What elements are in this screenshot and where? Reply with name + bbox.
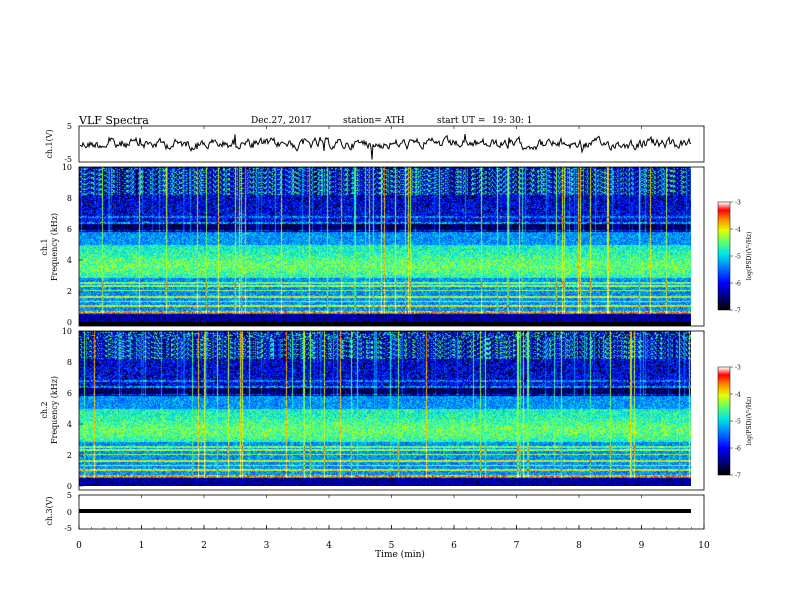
ch1-spec-ylabel: Frequency (kHz) [50, 213, 59, 281]
ch1-colorbar: -3 -4 -5 -6 -7 log(PSD)(V²/Hz) [717, 200, 753, 315]
colorbar-tick-label: -5 [735, 254, 741, 261]
colorbar-tick-label: -3 [735, 200, 741, 207]
ch2-spec-ylabel-top: ch.2 [40, 401, 49, 418]
time-tick-label: 10 [698, 541, 710, 551]
ch3-ylabel: ch.3(V) [45, 496, 54, 525]
ch1-waveform-panel: 5 -5 ch.1(V) [45, 122, 705, 164]
date-label: Dec.27, 2017 [251, 116, 312, 126]
frequency-tick-label: 8 [67, 194, 72, 203]
ch3-waveform-trace [79, 509, 691, 513]
start-ut-value: 19: 30: 1 [492, 116, 532, 126]
colorbar-tick-label: -7 [735, 473, 741, 480]
ch3-waveform-panel: 5 0 -5 ch.3(V) [45, 491, 705, 533]
colorbar-tick-label: -4 [735, 392, 741, 399]
time-tick-label: 0 [76, 541, 82, 551]
time-tick-label: 1 [139, 541, 145, 551]
frequency-tick-label: 10 [62, 163, 72, 172]
frequency-tick-label: 2 [67, 287, 72, 296]
ch3-ytick-mid: 0 [67, 508, 72, 517]
time-tick-label: 9 [639, 541, 645, 551]
ch1-ytick-top: 5 [67, 122, 72, 131]
time-tick-label: 8 [576, 541, 582, 551]
time-axis-label: Time (min) [375, 549, 425, 560]
ch1-waveform-trace [79, 134, 692, 160]
frequency-tick-label: 0 [67, 318, 72, 327]
time-tick-label: 3 [264, 541, 270, 551]
time-tick-label: 7 [514, 541, 520, 551]
ch3-ytick-top: 5 [67, 491, 72, 500]
frequency-tick-label: 4 [67, 420, 72, 429]
ch2-spectrogram-panel: 0 2 4 6 8 10 ch.2 Frequency (kHz) [40, 327, 705, 491]
ch2-spec-ylabel: Frequency (kHz) [50, 376, 59, 444]
colorbar-tick-label: -7 [735, 308, 741, 315]
ch1-ylabel: ch.1(V) [45, 129, 54, 158]
time-tick-label: 2 [201, 541, 207, 551]
ch1-spectrogram [79, 167, 691, 322]
colorbar-tick-label: -3 [735, 365, 741, 372]
time-tick-label: 6 [451, 541, 457, 551]
colorbar-tick-label: -6 [735, 446, 741, 453]
figure-title: VLF Spectra [78, 114, 149, 127]
ch3-ytick-bottom: -5 [64, 524, 72, 533]
frequency-tick-label: 8 [67, 358, 72, 367]
time-axis: 0 1 2 3 4 5 6 7 8 9 10 [76, 126, 710, 551]
start-ut-label: start UT = [437, 116, 485, 126]
frequency-tick-label: 4 [67, 256, 72, 265]
frequency-tick-label: 6 [67, 389, 72, 398]
ch2-colorbar: -3 -4 -5 -6 -7 log(PSD)(V²/Hz) [717, 365, 753, 480]
ch1-spectrogram-panel: 0 2 4 6 8 10 ch.1 Frequency (kHz) [40, 163, 705, 327]
frequency-tick-label: 10 [62, 327, 72, 336]
ch1-colorbar-label: log(PSD)(V²/Hz) [746, 232, 753, 281]
ch1-ytick-bottom: -5 [64, 155, 72, 164]
colorbar-tick-label: -5 [735, 419, 741, 426]
frequency-tick-label: 6 [67, 225, 72, 234]
colorbar-tick-label: -4 [735, 227, 741, 234]
time-tick-label: 4 [326, 541, 332, 551]
colorbar-tick-label: -6 [735, 281, 741, 288]
frequency-tick-label: 2 [67, 451, 72, 460]
frequency-tick-label: 0 [67, 482, 72, 491]
ch2-colorbar-label: log(PSD)(V²/Hz) [746, 397, 753, 446]
ch2-spectrogram [79, 331, 691, 486]
time-tick-label: 5 [389, 541, 395, 551]
station-label: station= ATH [343, 116, 405, 126]
ch1-spec-ylabel-top: ch.1 [40, 238, 49, 255]
